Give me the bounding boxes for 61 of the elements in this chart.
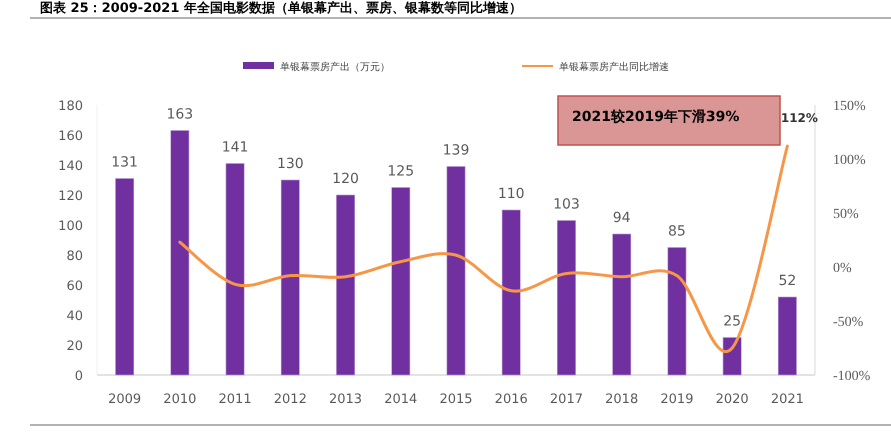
- data-label: 52: [778, 273, 796, 289]
- annotation: 2021较2019年下滑39%: [572, 109, 740, 125]
- x-tick-label: 2015: [439, 392, 473, 407]
- x-tick-label: 2014: [384, 392, 418, 407]
- data-label: 110: [498, 186, 525, 202]
- y-tick-label: 100: [58, 219, 83, 234]
- data-label: 163: [166, 106, 194, 122]
- chart-title: 图表 25：2009-2021 年全国电影数据（单银幕产出、票房、银幕数等同比增速）: [40, 0, 522, 16]
- y-tick-label: 120: [58, 189, 83, 204]
- y-tick-label: 0: [74, 369, 83, 384]
- x-tick-label: 2011: [218, 392, 252, 407]
- x-tick-label: 2018: [605, 392, 638, 407]
- bar: [336, 194, 355, 376]
- y2-tick-label: 100%: [833, 153, 866, 168]
- x-tick-label: 2016: [494, 392, 528, 407]
- bar: [557, 220, 576, 376]
- bar: [612, 234, 632, 376]
- y-tick-label: 140: [58, 159, 83, 174]
- data-label: 112%: [780, 111, 818, 125]
- data-label: 139: [442, 142, 470, 158]
- bar: [226, 163, 244, 376]
- x-tick-label: 2017: [550, 392, 584, 407]
- data-label: 85: [668, 224, 686, 240]
- legend-label: 单银幕票房产出同比增速: [559, 61, 669, 73]
- y-tick-label: 180: [58, 99, 83, 114]
- data-label: 131: [111, 154, 138, 170]
- x-tick-label: 2013: [328, 392, 362, 407]
- y2-tick-label: -50%: [833, 315, 864, 330]
- bar: [170, 130, 190, 376]
- x-tick-label: 2010: [163, 392, 196, 407]
- data-label: 125: [387, 164, 414, 180]
- y-tick-label: 20: [66, 339, 83, 354]
- y-tick-label: 80: [66, 249, 83, 264]
- data-label: 25: [723, 314, 742, 330]
- bar: [115, 178, 134, 376]
- x-tick-label: 2019: [660, 392, 694, 407]
- data-label: 130: [276, 156, 304, 172]
- x-tick-label: 2021: [770, 392, 804, 407]
- annotation-box: 2021较2019年下滑39%: [557, 95, 781, 146]
- y2-tick-label: 150%: [833, 99, 866, 114]
- legend-label: 单银幕票房产出（万元）: [280, 61, 390, 73]
- x-tick-label: 2012: [274, 392, 307, 407]
- data-label: 103: [553, 196, 580, 212]
- bar: [446, 166, 466, 376]
- x-tick-label: 2020: [716, 392, 749, 407]
- data-label: 141: [222, 140, 248, 156]
- bar: [722, 337, 742, 376]
- bar: [391, 187, 410, 376]
- bar: [668, 247, 686, 376]
- data-label: 120: [332, 171, 359, 187]
- y-tick-label: 160: [58, 129, 83, 144]
- y-tick-label: 40: [66, 309, 83, 324]
- y2-tick-label: 0%: [833, 261, 852, 276]
- x-tick-label: 2009: [108, 392, 142, 407]
- bar: [778, 296, 797, 376]
- data-label: 94: [612, 210, 631, 226]
- bar: [280, 180, 300, 376]
- y2-tick-label: 50%: [833, 207, 859, 222]
- bar: [502, 210, 521, 376]
- y2-tick-label: -100%: [833, 369, 871, 384]
- y-tick-label: 60: [66, 279, 83, 294]
